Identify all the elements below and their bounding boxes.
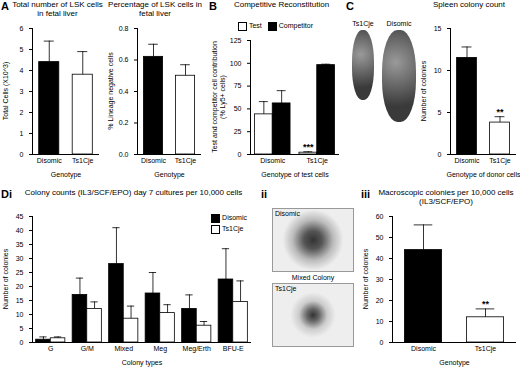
- svg-text:Ts1Cje: Ts1Cje: [307, 157, 329, 165]
- svg-text:Ts1Cje: Ts1Cje: [475, 345, 497, 353]
- html-text:Di: Di: [1, 188, 12, 200]
- svg-text:Genotype of donor cells: Genotype of donor cells: [447, 171, 520, 179]
- svg-text:0: 0: [20, 151, 24, 158]
- svg-text:Disomic: Disomic: [37, 157, 62, 164]
- html-text:Mixed Colony: Mixed Colony: [291, 274, 335, 281]
- svg-text:50: 50: [376, 234, 384, 241]
- html-text:Ts1Cje: Ts1Cje: [222, 225, 244, 233]
- html-text:B: B: [209, 0, 217, 12]
- svg-text:**: **: [482, 299, 490, 309]
- html-text:Number of colonies: Number of colonies: [420, 60, 427, 122]
- svg-text:15: 15: [434, 25, 442, 32]
- html-text:Disomic: Disomic: [275, 210, 300, 217]
- svg-text:0: 0: [380, 339, 384, 346]
- svg-text:3: 3: [20, 88, 24, 95]
- svg-text:10: 10: [16, 311, 24, 318]
- html-text:Spleen colony count: Spleen colony count: [433, 0, 505, 9]
- svg-text:10: 10: [376, 318, 384, 325]
- html-text:Disomic: Disomic: [222, 214, 247, 222]
- svg-text:20: 20: [16, 283, 24, 290]
- svg-text:20: 20: [376, 297, 384, 304]
- svg-text:5: 5: [20, 325, 24, 332]
- svg-text:Genotype: Genotype: [439, 359, 469, 367]
- html-text:ii: ii: [261, 188, 268, 200]
- html-text:iii: iii: [361, 188, 371, 200]
- svg-text:25: 25: [234, 128, 242, 135]
- svg-text:Disomic: Disomic: [260, 157, 285, 164]
- html-text:Ts1Cje: Ts1Cje: [275, 285, 297, 292]
- svg-text:0.4: 0.4: [119, 88, 129, 95]
- svg-text:6: 6: [20, 25, 24, 32]
- svg-text:100: 100: [230, 60, 242, 67]
- svg-text:2: 2: [20, 109, 24, 116]
- svg-text:Meg/Erth: Meg/Erth: [183, 345, 212, 353]
- svg-text:50: 50: [234, 105, 242, 112]
- html-text:Macroscopic colonies per 10,00: Macroscopic colonies per 10,000 cells (I…: [378, 188, 514, 206]
- svg-text:45: 45: [16, 213, 24, 220]
- svg-text:0.8: 0.8: [119, 25, 129, 32]
- svg-text:4: 4: [20, 67, 24, 74]
- svg-text:Disomic: Disomic: [455, 157, 480, 164]
- svg-text:Genotype: Genotype: [51, 171, 81, 179]
- html-text:Percentage of LSK cells in fet: Percentage of LSK cells in fetal liver: [108, 0, 202, 18]
- svg-text:G: G: [48, 345, 53, 352]
- html-text:Test: Test: [249, 21, 262, 29]
- svg-text:***: ***: [303, 142, 314, 152]
- html-text:Ts1Cje: Ts1Cje: [352, 20, 374, 27]
- svg-text:35: 35: [16, 241, 24, 248]
- html-text:% Lineage negative cells: % Lineage negative cells: [107, 52, 114, 130]
- svg-text:0: 0: [20, 339, 24, 346]
- svg-text:30: 30: [16, 255, 24, 262]
- html-text:Test and competitor cell contr: Test and competitor cell contribution (%…: [211, 41, 226, 153]
- svg-text:G/M: G/M: [81, 345, 94, 352]
- svg-text:60: 60: [376, 213, 384, 220]
- svg-text:Genotype of test cells: Genotype of test cells: [261, 171, 329, 179]
- svg-text:0.0: 0.0: [119, 151, 129, 158]
- svg-text:30: 30: [376, 276, 384, 283]
- svg-text:5: 5: [20, 46, 24, 53]
- html-text:Total Cells (X10^3): Total Cells (X10^3): [2, 61, 9, 121]
- svg-text:Ts1Cje: Ts1Cje: [72, 157, 94, 165]
- svg-text:Mixed: Mixed: [114, 345, 133, 352]
- svg-text:25: 25: [16, 269, 24, 276]
- svg-text:Meg: Meg: [153, 345, 167, 353]
- svg-text:**: **: [496, 107, 504, 117]
- svg-text:Genotype: Genotype: [154, 171, 184, 179]
- svg-text:0: 0: [438, 151, 442, 158]
- html-text:Competitor: Competitor: [278, 21, 313, 29]
- html-text:A Total number of LSK cells in: A Total number of LSK cells in fetal liv…: [1, 0, 103, 18]
- svg-text:Disomic: Disomic: [141, 157, 166, 164]
- svg-text:BFU-E: BFU-E: [223, 345, 244, 352]
- svg-text:15: 15: [16, 297, 24, 304]
- html-text:Colony counts (IL3/SCF/EPO) da: Colony counts (IL3/SCF/EPO) day 7 cultur…: [24, 188, 243, 197]
- svg-text:Disomic: Disomic: [411, 345, 436, 352]
- html-text:Number of colonies: Number of colonies: [2, 248, 9, 310]
- svg-text:1: 1: [20, 130, 24, 137]
- svg-text:0.2: 0.2: [119, 119, 129, 126]
- svg-text:10: 10: [434, 67, 442, 74]
- svg-text:5: 5: [438, 109, 442, 116]
- svg-text:Ts1Cje: Ts1Cje: [489, 157, 511, 165]
- svg-text:0.6: 0.6: [119, 56, 129, 63]
- svg-text:75: 75: [234, 82, 242, 89]
- svg-text:Colony types: Colony types: [122, 359, 163, 367]
- html-text:C: C: [346, 0, 354, 12]
- html-text:Number of colonies: Number of colonies: [362, 248, 369, 310]
- svg-text:0: 0: [238, 151, 242, 158]
- svg-text:40: 40: [16, 227, 24, 234]
- svg-text:Ts1Cje: Ts1Cje: [175, 157, 197, 165]
- svg-text:125: 125: [230, 37, 242, 44]
- svg-text:40: 40: [376, 255, 384, 262]
- html-text:Disomic: Disomic: [386, 20, 412, 27]
- html-text:Competitive Reconstitution: Competitive Reconstitution: [233, 0, 330, 9]
